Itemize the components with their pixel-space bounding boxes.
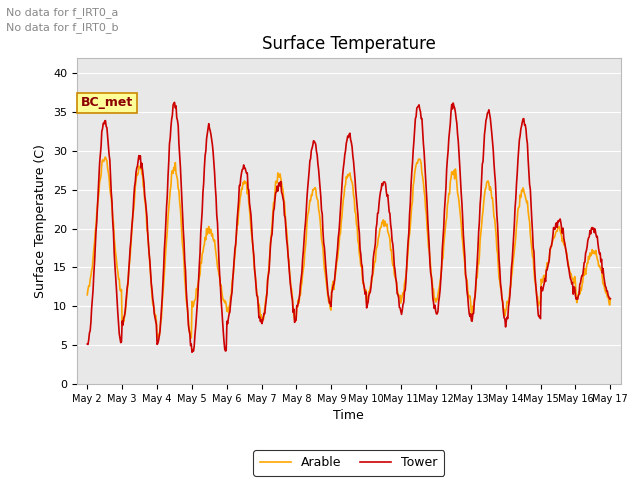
Tower (429, 295, 436, 301)
Arable (413, 160, 421, 166)
Title: Surface Temperature: Surface Temperature (262, 35, 436, 53)
Arable (188, 335, 195, 341)
Arable (93, 211, 100, 217)
Arable (147, 283, 155, 288)
Arable (607, 296, 614, 302)
Tower (607, 296, 614, 301)
Line: Tower: Tower (87, 102, 611, 352)
Arable (229, 275, 237, 280)
Tower (188, 349, 196, 355)
Line: Arable: Arable (87, 157, 611, 338)
Tower (93, 219, 100, 225)
Tower (229, 277, 237, 283)
X-axis label: Time: Time (333, 409, 364, 422)
Arable (429, 286, 436, 292)
Tower (413, 104, 421, 110)
Text: No data for f_IRT0_b: No data for f_IRT0_b (6, 22, 119, 33)
Arable (201, 235, 209, 240)
Y-axis label: Surface Temperature (C): Surface Temperature (C) (35, 144, 47, 298)
Tower (201, 153, 209, 158)
Text: No data for f_IRT0_a: No data for f_IRT0_a (6, 7, 119, 18)
Tower (171, 99, 179, 105)
Text: BC_met: BC_met (81, 96, 133, 109)
Tower (147, 269, 154, 275)
Arable (102, 154, 109, 160)
Tower (83, 341, 91, 347)
Arable (83, 292, 91, 298)
Legend: Arable, Tower: Arable, Tower (253, 450, 444, 476)
